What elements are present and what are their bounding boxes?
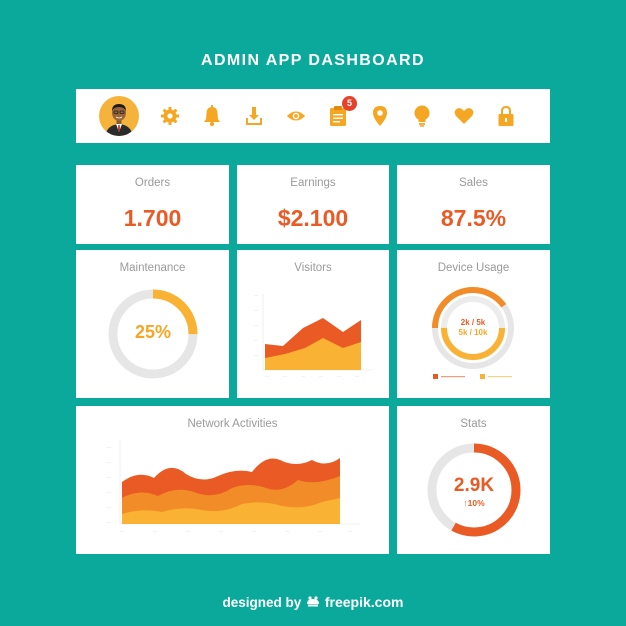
toolbar: 5 bbox=[76, 89, 550, 143]
device-usage-label: Device Usage bbox=[437, 262, 510, 274]
notification-badge: 5 bbox=[342, 96, 357, 111]
device-usage-legend bbox=[433, 374, 512, 379]
eye-icon[interactable] bbox=[286, 105, 306, 127]
svg-text:---: --- bbox=[254, 292, 259, 297]
svg-text:----: ---- bbox=[106, 489, 112, 494]
footer-credit[interactable]: designed by freepik.com bbox=[0, 594, 626, 610]
device-usage-card[interactable]: Device Usage 2k / 5k 5k / 10k bbox=[397, 250, 550, 398]
svg-text:----: ---- bbox=[106, 474, 112, 479]
earnings-value: $2.100 bbox=[277, 205, 349, 231]
network-activities-card[interactable]: Network Activities ---- ---- ---- ---- ---- -… bbox=[76, 406, 389, 554]
legend-swatch-2 bbox=[480, 374, 485, 379]
svg-text:---: --- bbox=[186, 528, 191, 533]
visitors-area-front bbox=[265, 338, 361, 370]
footer-prefix: designed by bbox=[222, 595, 302, 610]
svg-text:---: --- bbox=[254, 337, 259, 342]
svg-text:---: --- bbox=[265, 373, 270, 378]
visitors-chart: --- --- --- --- --- --- --- --- --- --- --- bbox=[254, 292, 373, 378]
gear-icon[interactable] bbox=[160, 105, 180, 127]
svg-text:---: --- bbox=[254, 322, 259, 327]
earnings-card[interactable]: Earnings $2.100 bbox=[237, 165, 389, 244]
legend-swatch-1 bbox=[433, 374, 438, 379]
footer-suffix: .com bbox=[370, 594, 404, 610]
maintenance-donut bbox=[108, 289, 198, 379]
device-usage-donut bbox=[432, 287, 514, 369]
orders-card[interactable]: Orders 1.700 bbox=[76, 165, 229, 244]
svg-text:---: --- bbox=[348, 528, 353, 533]
svg-text:---: --- bbox=[120, 528, 125, 533]
svg-text:---: --- bbox=[252, 528, 257, 533]
visitors-card[interactable]: Visitors --- --- --- --- --- --- --- --- --- ---… bbox=[237, 250, 389, 398]
visitors-label: Visitors bbox=[294, 262, 332, 274]
stats-donut bbox=[427, 443, 521, 537]
network-activities-label: Network Activities bbox=[187, 418, 278, 430]
maintenance-label: Maintenance bbox=[119, 262, 186, 274]
stats-arc bbox=[427, 443, 521, 537]
heart-icon[interactable] bbox=[454, 105, 474, 127]
download-icon[interactable] bbox=[244, 105, 264, 127]
network-area-front bbox=[122, 498, 340, 524]
svg-text:----: ---- bbox=[106, 459, 112, 464]
user-avatar[interactable] bbox=[99, 96, 139, 136]
network-activities-chart: ------------------------ --- --- --- --- ---… bbox=[106, 440, 360, 533]
footer-brand: freepik bbox=[324, 594, 371, 610]
svg-text:----: ---- bbox=[106, 519, 112, 524]
svg-text:---: --- bbox=[319, 373, 324, 378]
svg-text:---: --- bbox=[301, 373, 306, 378]
sales-value: 87.5% bbox=[440, 205, 507, 231]
device-usage-value-2: 5k / 10k bbox=[458, 328, 488, 337]
freepik-logo-icon bbox=[305, 596, 321, 608]
device-usage-outer-arc bbox=[432, 287, 514, 369]
sales-card[interactable]: Sales 87.5% bbox=[397, 165, 550, 244]
stats-change: ↑10% bbox=[463, 498, 485, 508]
stats-card[interactable]: Stats 2.9K ↑10% bbox=[397, 406, 550, 554]
sales-label: Sales bbox=[459, 177, 488, 189]
svg-text:---: --- bbox=[355, 373, 360, 378]
user-avatar-icon bbox=[105, 104, 133, 136]
stats-value: 2.9K bbox=[453, 475, 495, 496]
location-pin-icon[interactable] bbox=[370, 105, 390, 127]
svg-text:----: ---- bbox=[106, 444, 112, 449]
stats-label: Stats bbox=[460, 418, 487, 430]
legend-placeholder-2 bbox=[488, 376, 512, 378]
svg-text:---: --- bbox=[254, 307, 259, 312]
maintenance-arc bbox=[108, 289, 198, 379]
maintenance-value: 25% bbox=[134, 322, 172, 342]
device-usage-value-1: 2k / 5k bbox=[460, 318, 486, 327]
clipboard-icon[interactable]: 5 bbox=[328, 96, 357, 127]
svg-text:---: --- bbox=[285, 528, 290, 533]
page-title: ADMIN APP DASHBOARD bbox=[201, 52, 425, 69]
svg-text:---: --- bbox=[318, 528, 323, 533]
maintenance-card[interactable]: Maintenance 25% bbox=[76, 250, 229, 398]
bell-icon[interactable] bbox=[202, 105, 222, 127]
svg-text:---: --- bbox=[153, 528, 158, 533]
orders-label: Orders bbox=[134, 177, 171, 189]
svg-text:---: --- bbox=[254, 352, 259, 357]
lock-icon[interactable] bbox=[496, 105, 516, 127]
svg-text:---: --- bbox=[283, 373, 288, 378]
svg-text:---: --- bbox=[219, 528, 224, 533]
device-usage-inner-arc bbox=[441, 296, 505, 360]
earnings-label: Earnings bbox=[290, 177, 336, 189]
legend-placeholder-1 bbox=[441, 376, 465, 378]
orders-value: 1.700 bbox=[123, 205, 182, 231]
lightbulb-icon[interactable] bbox=[412, 105, 432, 127]
svg-text:---: --- bbox=[337, 373, 342, 378]
svg-text:----: ---- bbox=[106, 504, 112, 509]
